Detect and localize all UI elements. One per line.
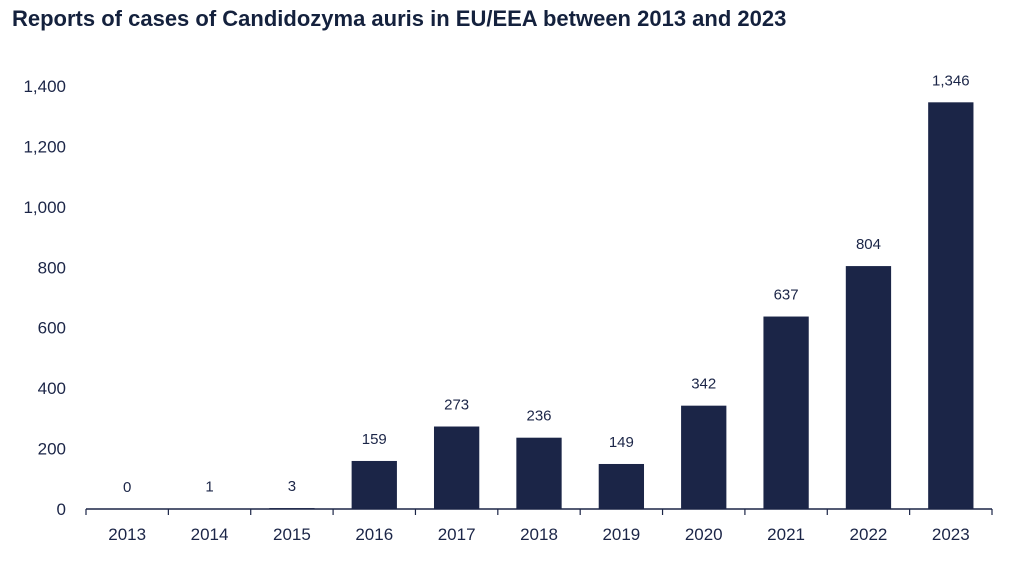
bar-value-label: 236 (526, 408, 551, 425)
y-tick-label: 1,000 (23, 198, 66, 217)
bar-value-label: 273 (444, 397, 469, 414)
bar-value-label: 804 (856, 236, 881, 253)
x-tick-label: 2014 (191, 525, 229, 544)
bars (186, 102, 974, 510)
bar-value-label: 1 (205, 479, 213, 496)
y-tick-label: 1,400 (23, 77, 66, 96)
x-tick-label: 2022 (850, 525, 888, 544)
bar-value-label: 3 (288, 478, 296, 495)
bar-2022 (845, 266, 892, 509)
bar-2016 (351, 460, 397, 509)
x-tick-label: 2015 (273, 525, 311, 544)
bar-value-label: 0 (123, 479, 131, 496)
bar-value-label: 342 (691, 376, 716, 393)
x-tick-label: 2016 (355, 525, 393, 544)
chart-title: Reports of cases of Candidozyma auris in… (12, 6, 787, 31)
bar-value-label: 637 (774, 287, 799, 304)
bar-value-label: 1,346 (932, 72, 970, 89)
y-tick-label: 1,200 (23, 137, 66, 156)
bar-2020 (681, 405, 727, 509)
bar-value-labels: 0 1 3 159 273 236 149 342 637 804 1,346 (123, 72, 970, 496)
x-tick-label: 2018 (520, 525, 558, 544)
y-tick-label: 400 (38, 379, 66, 398)
y-axis-tick-labels: 0 200 400 600 800 1,000 1,200 1,400 (23, 77, 66, 519)
y-tick-label: 600 (38, 319, 66, 338)
x-axis: 2013 2014 2015 2016 2017 2018 2019 2020 2021 2022… (85, 508, 993, 544)
x-tick-label: 2023 (932, 525, 970, 544)
y-tick-label: 200 (38, 440, 66, 459)
bar-2021 (763, 316, 809, 509)
bar-2019 (598, 463, 645, 509)
bar-2023 (928, 102, 974, 510)
bar-value-label: 149 (609, 434, 634, 451)
x-tick-label: 2013 (108, 525, 146, 544)
bar-2017 (433, 426, 480, 509)
y-tick-label: 800 (38, 258, 66, 277)
bar-value-label: 159 (362, 431, 387, 448)
x-tick-label: 2021 (767, 525, 805, 544)
x-tick-label: 2019 (602, 525, 640, 544)
bar-2018 (516, 437, 562, 509)
x-tick-label: 2017 (438, 525, 476, 544)
y-tick-label: 0 (57, 500, 66, 519)
x-tick-label: 2020 (685, 525, 723, 544)
